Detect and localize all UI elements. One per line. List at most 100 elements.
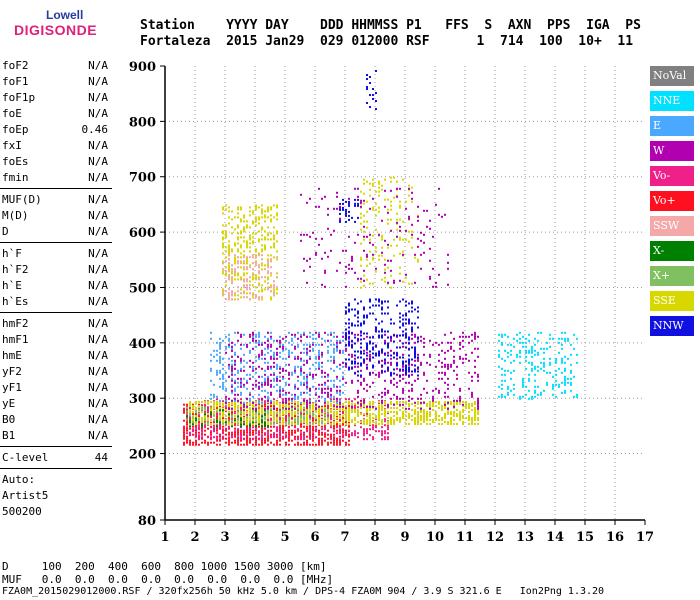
muf-table-distance-row: D 100 200 400 600 800 1000 1500 3000 [km…	[2, 560, 327, 573]
echo-point	[336, 426, 338, 429]
echo-point	[369, 188, 371, 191]
echo-point	[327, 422, 329, 425]
echo-point	[234, 403, 236, 405]
echo-point	[399, 272, 401, 275]
echo-point	[255, 296, 257, 299]
echo-point	[270, 343, 272, 346]
y-tick-label: 400	[129, 337, 156, 352]
echo-point	[378, 258, 380, 261]
echo-point	[303, 398, 305, 401]
echo-point	[237, 415, 239, 418]
echo-point	[390, 244, 392, 247]
echo-point	[300, 420, 302, 423]
echo-point	[279, 424, 281, 427]
param-row: MUF(D) N/A	[0, 192, 112, 208]
echo-point	[408, 336, 410, 339]
echo-point	[543, 365, 545, 368]
echo-point	[477, 417, 479, 419]
echo-point	[300, 383, 302, 386]
echo-point	[273, 413, 275, 415]
echo-point	[354, 423, 356, 425]
echo-point	[291, 405, 293, 408]
echo-point	[300, 438, 302, 441]
echo-point	[219, 407, 221, 409]
echo-point	[369, 423, 371, 425]
echo-point	[375, 407, 377, 410]
echo-point	[222, 238, 224, 241]
echo-point	[384, 420, 386, 423]
echo-point	[366, 78, 368, 80]
echo-point	[330, 359, 332, 362]
echo-point	[315, 337, 317, 340]
echo-point	[255, 224, 257, 227]
echo-point	[444, 363, 446, 366]
echo-point	[558, 351, 560, 354]
echo-point	[384, 409, 386, 411]
param-row: foF1p N/A	[0, 90, 112, 106]
echo-point	[333, 401, 335, 403]
echo-point	[303, 412, 305, 415]
echo-point	[324, 432, 326, 435]
echo-point	[294, 435, 296, 438]
echo-point	[345, 271, 347, 274]
echo-point	[372, 184, 374, 187]
echo-point	[561, 347, 563, 350]
echo-point	[333, 421, 335, 423]
echo-point	[309, 357, 311, 360]
echo-point	[531, 363, 533, 366]
echo-point	[204, 439, 206, 442]
echo-point	[273, 204, 275, 207]
echo-point	[573, 347, 575, 350]
echo-point	[243, 286, 245, 289]
echo-point	[366, 316, 368, 319]
echo-point	[501, 393, 503, 396]
echo-point	[246, 397, 248, 400]
echo-point	[372, 336, 374, 339]
echo-point	[360, 342, 362, 345]
echo-point	[225, 347, 227, 350]
echo-point	[381, 438, 383, 441]
echo-point	[345, 406, 347, 409]
echo-point	[516, 355, 518, 358]
echo-point	[357, 324, 359, 327]
echo-point	[357, 403, 359, 405]
echo-point	[261, 383, 263, 386]
echo-point	[222, 385, 224, 388]
echo-point	[219, 343, 221, 346]
echo-point	[336, 397, 338, 400]
echo-point	[189, 434, 191, 437]
echo-point	[348, 411, 350, 413]
echo-point	[216, 373, 218, 376]
echo-point	[312, 375, 314, 378]
echo-point	[462, 409, 464, 411]
echo-point	[222, 419, 224, 421]
echo-point	[216, 395, 218, 398]
echo-point	[387, 259, 389, 262]
echo-point	[264, 427, 266, 430]
echo-point	[330, 416, 332, 419]
echo-point	[390, 176, 392, 179]
echo-point	[318, 395, 320, 398]
echo-point	[300, 429, 302, 432]
echo-point	[270, 274, 272, 277]
echo-point	[231, 210, 233, 213]
echo-point	[255, 204, 257, 207]
echo-point	[228, 288, 230, 291]
echo-point	[234, 272, 236, 275]
echo-point	[345, 362, 347, 365]
echo-point	[264, 405, 266, 408]
echo-point	[498, 385, 500, 388]
echo-point	[462, 403, 464, 406]
echo-point	[399, 236, 401, 239]
echo-point	[300, 335, 302, 338]
echo-point	[261, 385, 263, 388]
echo-point	[453, 383, 455, 386]
echo-point	[357, 204, 359, 207]
echo-point	[405, 341, 407, 344]
echo-point	[312, 416, 314, 419]
echo-point	[267, 435, 269, 438]
echo-point	[189, 411, 191, 413]
echo-point	[387, 426, 389, 429]
echo-point	[222, 208, 224, 211]
echo-point	[366, 428, 368, 431]
